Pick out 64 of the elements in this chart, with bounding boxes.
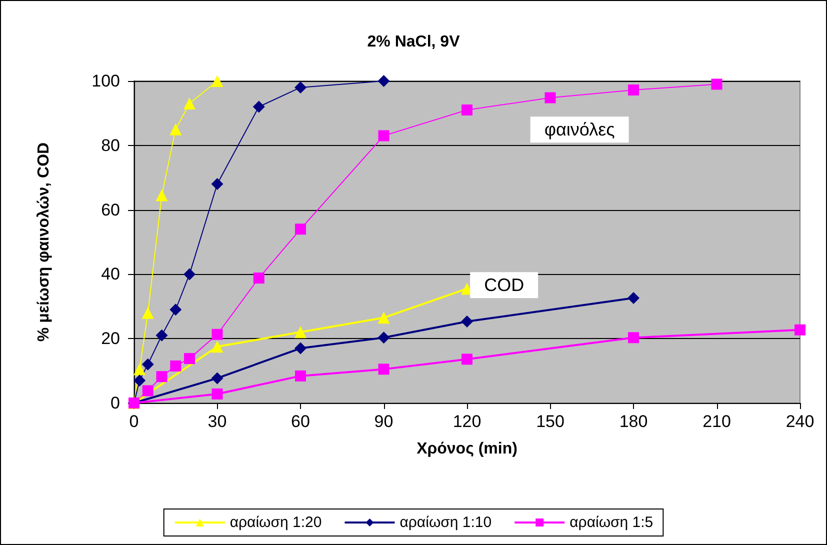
legend-label: αραίωση 1:5 — [570, 514, 654, 531]
x-tick-label: 120 — [452, 412, 482, 431]
point — [184, 98, 196, 110]
point — [378, 364, 390, 375]
y-tick-label: 0 — [110, 394, 120, 412]
point — [252, 100, 265, 113]
point — [156, 189, 168, 202]
point — [212, 388, 223, 400]
annotation: φαινόλες — [544, 120, 616, 140]
point — [156, 329, 168, 342]
point — [462, 354, 472, 365]
point — [378, 312, 390, 324]
point — [211, 75, 224, 87]
point — [170, 304, 182, 316]
y-tick-label: 40 — [101, 264, 120, 284]
y-tick-label: 100 — [92, 72, 120, 90]
point — [544, 92, 556, 104]
point — [294, 81, 306, 94]
annotation: COD — [484, 275, 524, 296]
point — [156, 371, 168, 382]
point — [170, 360, 182, 372]
y-axis-title: % μείωση φαινολών, COD — [36, 142, 52, 342]
point — [142, 306, 154, 319]
point — [134, 374, 146, 386]
point — [295, 370, 306, 382]
point — [211, 178, 224, 190]
point — [378, 332, 390, 344]
x-axis-title: Χρόνος (min) — [416, 440, 518, 458]
point — [378, 75, 390, 87]
point — [294, 326, 306, 338]
point — [628, 332, 639, 344]
x-tick-label: 0 — [129, 412, 139, 431]
point — [211, 340, 224, 353]
point — [212, 328, 223, 340]
chart-title: 2% NaCl, 9V — [367, 34, 460, 50]
point — [794, 324, 806, 336]
point — [295, 224, 306, 235]
point — [461, 316, 473, 328]
legend-label: αραίωση 1:20 — [230, 514, 322, 531]
point — [142, 385, 154, 396]
x-tick-label: 90 — [374, 412, 394, 431]
point — [184, 268, 196, 280]
legend-label: αραίωση 1:10 — [400, 514, 492, 531]
x-tick-label: 150 — [536, 412, 564, 431]
point — [462, 104, 472, 116]
point — [711, 78, 722, 90]
x-tick-label: 210 — [702, 412, 731, 431]
y-tick-label: 20 — [101, 329, 120, 348]
point — [170, 123, 182, 136]
point — [628, 84, 639, 96]
point — [628, 292, 640, 304]
y-tick-label: 60 — [101, 200, 120, 220]
x-tick-label: 180 — [619, 412, 648, 431]
point — [378, 130, 390, 142]
point — [253, 272, 264, 284]
point — [134, 363, 146, 376]
point — [184, 353, 195, 364]
x-tick-label: 60 — [291, 412, 310, 431]
x-tick-label: 240 — [786, 412, 814, 431]
point — [294, 342, 306, 354]
y-tick-label: 80 — [101, 136, 120, 155]
point — [142, 358, 154, 370]
point — [211, 372, 224, 384]
x-tick-label: 30 — [208, 412, 227, 431]
